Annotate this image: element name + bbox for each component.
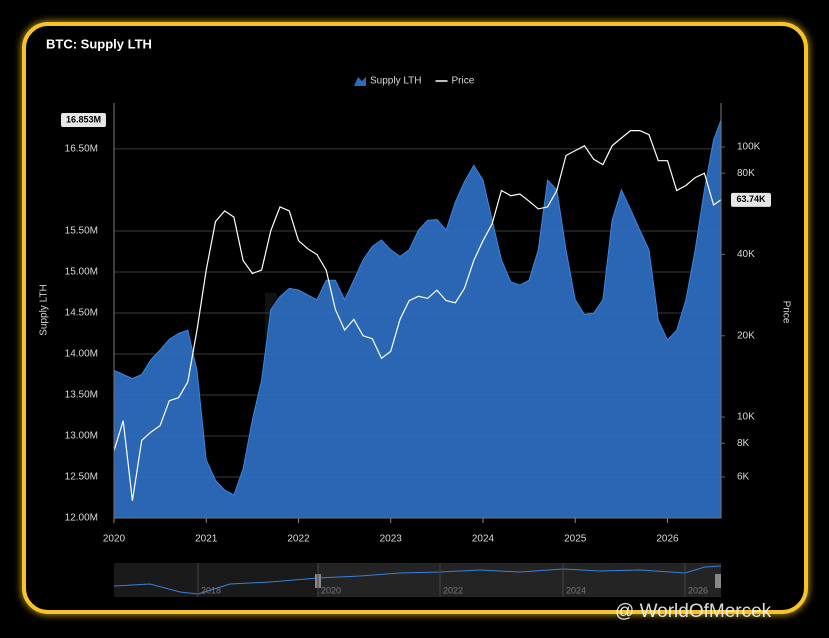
navigator-label: 2022 <box>443 585 463 595</box>
y-tick-label: 13.00M <box>65 431 98 442</box>
legend-label: Supply LTH <box>370 76 422 87</box>
y-tick-label: 14.50M <box>65 308 98 319</box>
badge-bg <box>731 192 771 207</box>
y2-tick-label: 8K <box>737 438 750 449</box>
y-tick-label: 14.00M <box>65 349 98 360</box>
legend-label: Price <box>452 76 475 87</box>
chart-title: BTC: Supply LTH <box>46 36 152 51</box>
y2-tick-label: 40K <box>737 249 755 260</box>
end-value-badge: 63.74K <box>731 192 771 207</box>
y2-tick-label: 6K <box>737 472 750 483</box>
end-value-badge: 16.853M <box>61 112 106 127</box>
y-tick-label: 15.00M <box>65 267 98 278</box>
x-tick-label: 2022 <box>287 534 310 545</box>
line <box>113 130 722 501</box>
x-tick-label: 2023 <box>380 534 403 545</box>
y-axis-title: Supply LTH <box>39 284 50 336</box>
credit: @ WorldOfMercek <box>615 601 772 622</box>
y-tick-label: 15.50M <box>65 226 98 237</box>
navigator-label: 2024 <box>566 585 586 595</box>
x-tick-label: 2020 <box>103 534 126 545</box>
y2-tick-label: 80K <box>737 168 755 179</box>
legend: Supply LTH Price <box>354 76 475 87</box>
y2-tick-label: 100K <box>737 142 761 153</box>
legend-swatch <box>354 77 366 86</box>
y-tick-label: 13.50M <box>65 390 98 401</box>
navigator-label: 2020 <box>321 585 341 595</box>
y2-tick-label: 10K <box>737 412 755 423</box>
x-tick-label: 2026 <box>656 534 679 545</box>
navigator-label: 2026 <box>688 585 708 595</box>
navigator-window[interactable] <box>318 563 721 597</box>
badge-bg <box>61 112 106 127</box>
x-tick-label: 2021 <box>195 534 218 545</box>
navigator-handle[interactable] <box>715 574 721 588</box>
y-tick-label: 16.50M <box>65 144 98 155</box>
y2-axis-title: Price <box>780 301 791 324</box>
navigator-line <box>113 565 722 595</box>
area <box>113 119 722 519</box>
badge-label: 63.74K <box>736 194 766 204</box>
x-tick-label: 2025 <box>564 534 587 545</box>
x-tick-label: 2024 <box>472 534 495 545</box>
y-tick-label: 12.50M <box>65 472 98 483</box>
navigator-labels: 2018 2020 2022 2024 2026 <box>197 563 708 597</box>
navigator-label: 2018 <box>201 585 221 595</box>
y-tick-label: 12.00M <box>65 513 98 524</box>
y2-tick-label: 20K <box>737 330 755 341</box>
badge-label: 16.853M <box>66 114 101 124</box>
